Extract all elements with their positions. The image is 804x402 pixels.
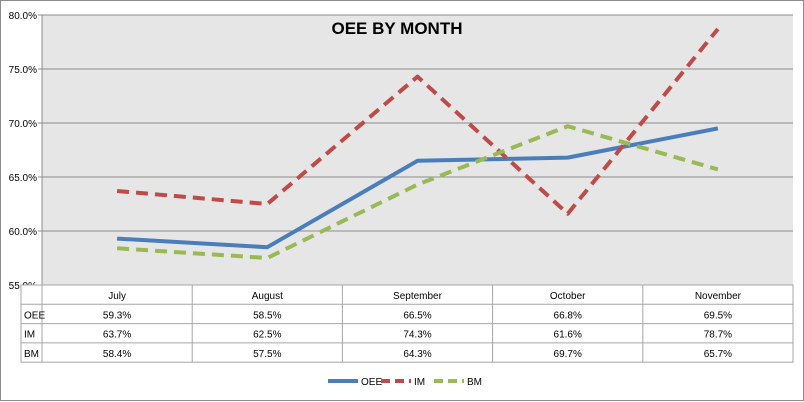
table-value: 63.7% xyxy=(103,330,131,341)
y-tick-label: 80.0% xyxy=(9,11,37,22)
table-value: 62.5% xyxy=(253,330,281,341)
legend-label: OEE xyxy=(361,377,382,388)
y-tick-label: 60.0% xyxy=(9,227,37,238)
table-series-label: OEE xyxy=(24,310,45,321)
series-line-bm xyxy=(116,124,719,260)
table-value: 58.5% xyxy=(253,310,281,321)
y-tick-label: 65.0% xyxy=(9,173,37,184)
x-category-label: July xyxy=(108,291,126,302)
table-value: 66.5% xyxy=(403,310,431,321)
table-value: 66.8% xyxy=(554,310,582,321)
chart-title: OEE BY MONTH xyxy=(332,19,463,38)
series-line-oee xyxy=(116,126,719,250)
x-category-label: November xyxy=(695,291,742,302)
legend-label: BM xyxy=(467,377,482,388)
table-value: 59.3% xyxy=(103,310,131,321)
table-series-label: IM xyxy=(24,330,35,341)
table-value: 58.4% xyxy=(103,349,131,360)
y-tick-label: 75.0% xyxy=(9,65,37,76)
plot-area xyxy=(42,15,793,285)
legend-label: IM xyxy=(414,377,425,388)
table-value: 65.7% xyxy=(704,349,732,360)
table-value: 78.7% xyxy=(704,330,732,341)
series-line-im xyxy=(116,27,720,216)
table-series-label: BM xyxy=(24,349,39,360)
table-value: 57.5% xyxy=(253,349,281,360)
x-category-label: August xyxy=(252,291,283,302)
table-value: 64.3% xyxy=(403,349,431,360)
x-category-label: October xyxy=(550,291,586,302)
table-value: 69.5% xyxy=(704,310,732,321)
table-value: 69.7% xyxy=(554,349,582,360)
x-category-label: September xyxy=(393,291,443,302)
y-tick-label: 70.0% xyxy=(9,119,37,130)
table-value: 61.6% xyxy=(554,330,582,341)
table-value: 74.3% xyxy=(403,330,431,341)
